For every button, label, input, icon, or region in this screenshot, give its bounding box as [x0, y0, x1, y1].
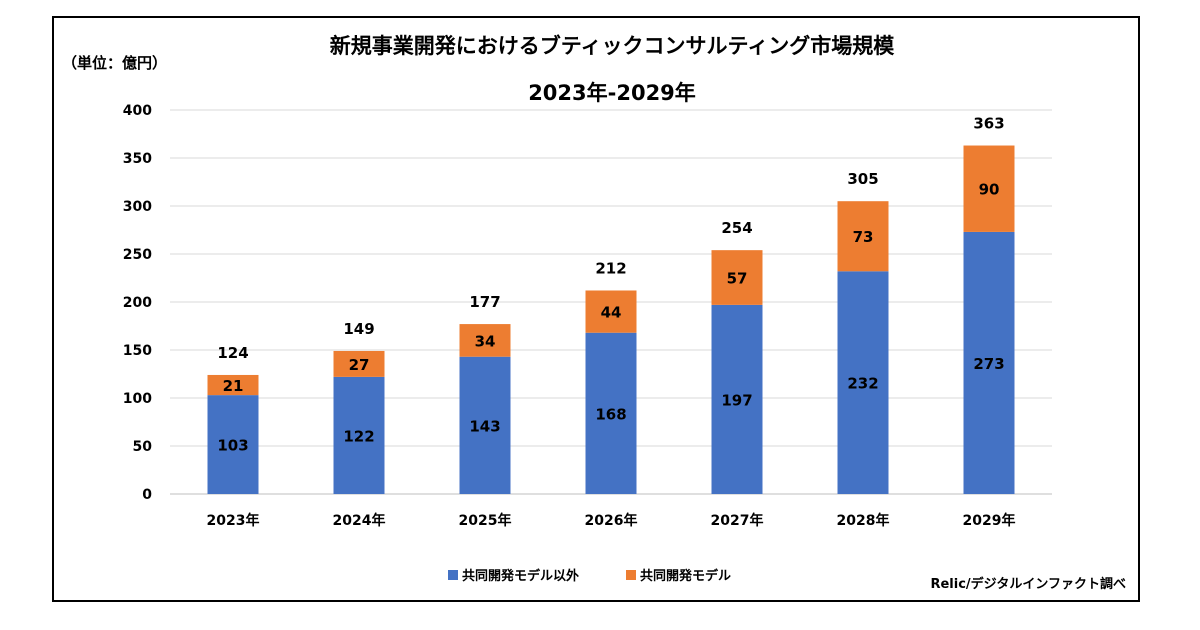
bar-segment-joint	[207, 374, 259, 396]
total-label: 177	[469, 293, 500, 311]
bar-segment-other	[333, 376, 385, 494]
y-tick-label: 400	[123, 103, 152, 119]
data-label: 168	[595, 405, 626, 423]
data-label: 197	[721, 391, 752, 409]
y-tick-label: 300	[123, 199, 152, 215]
unit-label: （単位：億円）	[62, 54, 167, 72]
data-label: 103	[217, 437, 248, 455]
data-label: 44	[601, 304, 622, 322]
x-tick-label: 2024年	[333, 512, 386, 529]
legend-swatch	[448, 570, 458, 580]
total-label: 149	[343, 320, 374, 338]
total-label: 212	[595, 259, 626, 277]
total-label: 124	[217, 344, 248, 362]
data-label: 273	[973, 355, 1004, 373]
data-label: 27	[349, 356, 370, 374]
x-tick-label: 2023年	[207, 512, 260, 529]
x-tick-label: 2029年	[963, 512, 1016, 529]
bar-segment-joint	[711, 250, 763, 305]
total-label: 363	[973, 115, 1004, 133]
bar-segment-joint	[837, 201, 889, 272]
data-label: 57	[727, 270, 748, 288]
bar-segment-joint	[963, 145, 1015, 232]
x-tick-label: 2027年	[711, 512, 764, 529]
legend-label: 共同開発モデル以外	[462, 568, 579, 584]
data-label: 34	[475, 332, 496, 350]
chart-subtitle: 2023年-2029年	[528, 81, 696, 105]
data-label: 232	[847, 375, 878, 393]
x-tick-label: 2028年	[837, 512, 890, 529]
x-tick-label: 2026年	[585, 512, 638, 529]
bar-segment-other	[459, 356, 511, 494]
bar-segment-joint	[333, 350, 385, 377]
data-label: 90	[979, 181, 1000, 199]
bar-segment-other	[207, 395, 259, 494]
bar-segment-other	[585, 332, 637, 494]
data-label: 21	[223, 377, 244, 395]
total-label: 305	[847, 170, 878, 188]
y-tick-label: 350	[123, 151, 152, 167]
data-label: 73	[853, 228, 874, 246]
bar-segment-joint	[585, 290, 637, 333]
x-tick-label: 2025年	[459, 512, 512, 529]
y-tick-label: 100	[123, 391, 152, 407]
total-label: 254	[721, 219, 752, 237]
y-tick-label: 0	[142, 487, 152, 503]
data-label: 122	[343, 427, 374, 445]
bar-segment-joint	[459, 324, 511, 357]
bar-segment-other	[711, 304, 763, 494]
bar-segment-other	[837, 271, 889, 494]
chart-title: 新規事業開発におけるブティックコンサルティング市場規模	[330, 34, 895, 58]
y-tick-label: 250	[123, 247, 152, 263]
legend-label: 共同開発モデル	[640, 568, 731, 584]
data-label: 143	[469, 417, 500, 435]
y-tick-label: 50	[133, 439, 153, 455]
legend-swatch	[626, 570, 636, 580]
y-tick-label: 200	[123, 295, 152, 311]
source-note: Relic/デジタルインファクト調べ	[930, 576, 1126, 592]
bar-segment-other	[963, 231, 1015, 495]
y-tick-label: 150	[123, 343, 152, 359]
